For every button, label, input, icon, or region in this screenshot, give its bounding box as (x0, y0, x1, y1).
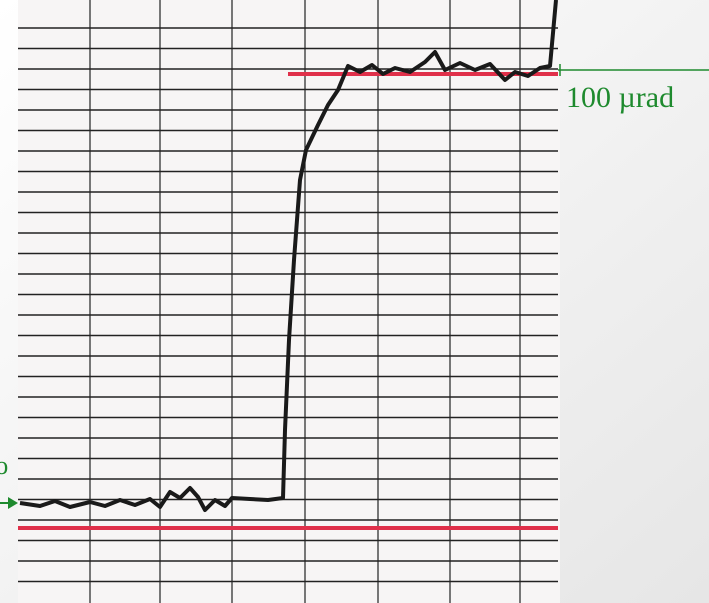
page: 100 µrad to (() => { const data = JSON.p… (0, 0, 709, 603)
left-label: to (0, 451, 8, 480)
scale-label: 100 µrad (566, 81, 674, 114)
strip-chart-slide: 100 µrad to (0, 0, 709, 603)
chart-paper (18, 0, 560, 603)
